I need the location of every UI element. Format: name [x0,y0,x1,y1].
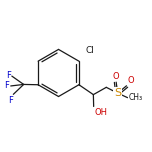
Text: F: F [6,71,11,80]
Text: F: F [8,96,13,105]
Text: F: F [4,81,9,90]
Text: O: O [128,76,134,85]
Text: O: O [112,72,119,81]
Text: OH: OH [94,108,107,117]
Text: CH₃: CH₃ [129,93,143,102]
Text: S: S [114,88,121,98]
Text: Cl: Cl [85,46,94,55]
